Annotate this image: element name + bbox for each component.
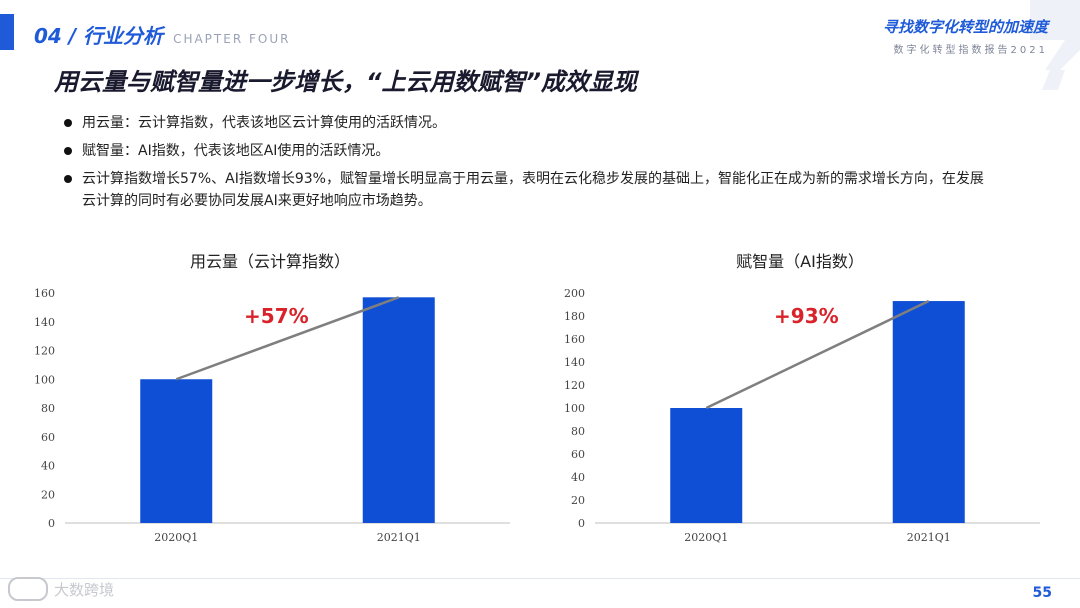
chapter-number: 04 / 行业分析 (34, 24, 164, 48)
growth-annotation: +93% (774, 304, 839, 328)
trend-line (175, 296, 400, 381)
report-title: 寻找数字化转型的加速度 (882, 18, 1048, 36)
page-title-prefix: 用云量与赋智量进一步增长， (54, 68, 366, 96)
bar (670, 408, 743, 523)
chart-svg: 0 20 40 60 80 100 120 140 160 2020Q1 2021Q1 +57% (34, 287, 510, 544)
y-tick-label: 160 (34, 287, 55, 300)
y-tick-label: 40 (41, 460, 55, 473)
header-accent-bar (0, 14, 14, 50)
chapter-heading: 04 / 行业分析 CHAPTER FOUR (34, 20, 290, 49)
y-tick-label: 40 (571, 471, 585, 484)
chapter-label: CHAPTER FOUR (173, 32, 291, 46)
page-number: 55 (1032, 585, 1052, 601)
y-tick-label: 100 (34, 373, 55, 386)
y-tick-label: 20 (571, 494, 585, 507)
trend-line (705, 299, 930, 410)
x-tick-label: 2020Q1 (684, 531, 728, 544)
page-title: 用云量与赋智量进一步增长，“上云用数赋智”成效显现 (54, 62, 637, 97)
y-tick-label: 140 (34, 316, 55, 329)
chart-title: 赋智量（AI指数） (736, 252, 864, 271)
y-tick-label: 20 (41, 488, 55, 501)
bullet-item: 用云量：云计算指数，代表该地区云计算使用的活跃情况。 (62, 112, 992, 134)
y-tick-label: 60 (41, 431, 55, 444)
chart-title: 用云量（云计算指数） (189, 252, 350, 271)
y-tick-label: 80 (571, 425, 585, 438)
y-tick-label: 0 (578, 517, 585, 530)
corner-decoration (1030, 0, 1080, 90)
bar (892, 301, 965, 523)
y-tick-label: 0 (48, 517, 55, 530)
y-tick-label: 200 (564, 287, 585, 300)
chart-ai-usage: 赋智量（AI指数） 0 20 40 60 80 100 120 140 160 180 200 202… (550, 248, 1050, 548)
y-tick-label: 160 (564, 333, 585, 346)
footer-divider (0, 578, 1080, 579)
y-tick-label: 120 (34, 345, 55, 358)
y-tick-label: 100 (564, 402, 585, 415)
watermark: 大数跨境 (8, 577, 114, 601)
y-tick-label: 120 (564, 379, 585, 392)
report-title-block: 寻找数字化转型的加速度 数字化转型指数报告2021 (883, 16, 1048, 56)
bullet-item: 云计算指数增长57%、AI指数增长93%，赋智量增长明显高于用云量，表明在云化稳… (62, 168, 992, 212)
bullet-item: 赋智量：AI指数，代表该地区AI使用的活跃情况。 (62, 140, 992, 162)
x-tick-label: 2020Q1 (154, 531, 198, 544)
chart-svg: 0 20 40 60 80 100 120 140 160 180 200 2020Q1 2021Q1 +… (564, 287, 1040, 544)
growth-annotation: +57% (244, 304, 309, 328)
report-subtitle: 数字化转型指数报告2021 (893, 45, 1048, 56)
x-tick-label: 2021Q1 (377, 531, 421, 544)
bar (362, 297, 435, 523)
y-tick-label: 140 (564, 356, 585, 369)
x-tick-label: 2021Q1 (907, 531, 951, 544)
watermark-text: 大数跨境 (54, 580, 115, 599)
bullet-list: 用云量：云计算指数，代表该地区云计算使用的活跃情况。 赋智量：AI指数，代表该地… (62, 112, 992, 218)
y-tick-label: 80 (41, 402, 55, 415)
chart-cloud-usage: 用云量（云计算指数） 0 20 40 60 80 100 120 140 160 2020Q1 20… (20, 248, 520, 548)
watermark-logo-icon (8, 577, 48, 601)
page-title-highlight: “上云用数赋智”成效显现 (366, 68, 637, 96)
bar (140, 379, 213, 523)
y-tick-label: 60 (571, 448, 585, 461)
y-tick-label: 180 (564, 310, 585, 323)
